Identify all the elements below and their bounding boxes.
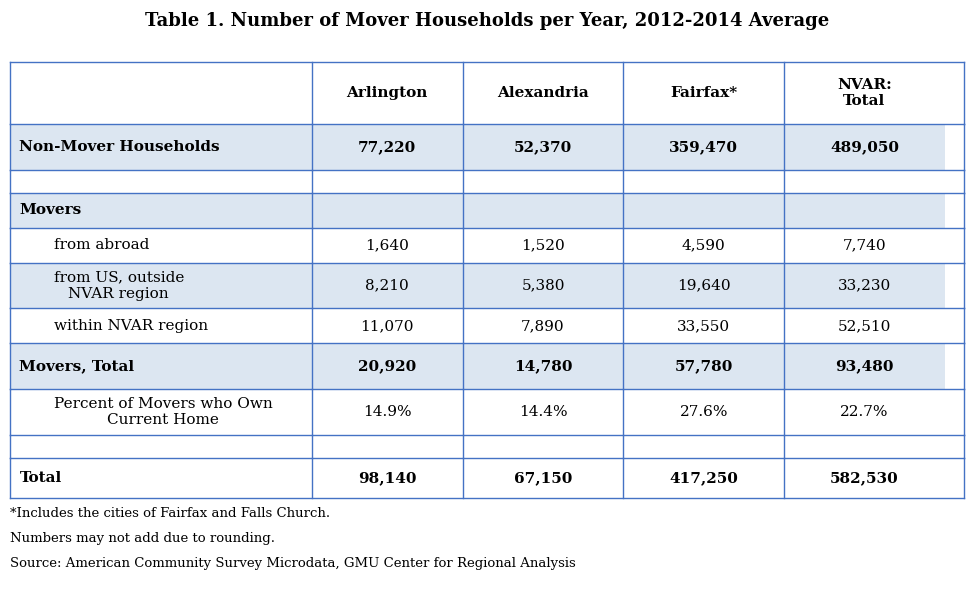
- Text: Fairfax*: Fairfax*: [670, 86, 737, 100]
- Bar: [623, 62, 784, 124]
- Text: 1,640: 1,640: [365, 238, 409, 252]
- Bar: [10, 193, 312, 228]
- Bar: [10, 228, 312, 263]
- Bar: [312, 263, 463, 308]
- Text: within NVAR region: within NVAR region: [54, 319, 207, 333]
- Text: 4,590: 4,590: [682, 238, 726, 252]
- Bar: [312, 458, 463, 498]
- Bar: [312, 343, 463, 389]
- Bar: [312, 389, 463, 435]
- Text: 19,640: 19,640: [677, 279, 730, 292]
- Text: 1,520: 1,520: [521, 238, 565, 252]
- Text: Movers: Movers: [19, 203, 82, 217]
- Bar: [623, 228, 784, 263]
- Bar: [784, 170, 945, 193]
- Text: *Includes the cities of Fairfax and Falls Church.: *Includes the cities of Fairfax and Fall…: [10, 507, 330, 520]
- Bar: [463, 308, 623, 343]
- Text: 582,530: 582,530: [830, 471, 899, 485]
- Text: 33,230: 33,230: [838, 279, 891, 292]
- Bar: [10, 263, 312, 308]
- Bar: [10, 458, 312, 498]
- Text: 57,780: 57,780: [675, 359, 732, 374]
- Bar: [463, 263, 623, 308]
- Text: 5,380: 5,380: [521, 279, 565, 292]
- Bar: [623, 343, 784, 389]
- Bar: [312, 124, 463, 170]
- Bar: [623, 308, 784, 343]
- Bar: [10, 389, 312, 435]
- Bar: [784, 343, 945, 389]
- Text: 52,510: 52,510: [838, 319, 891, 333]
- Bar: [10, 62, 312, 124]
- Text: 14.4%: 14.4%: [519, 405, 567, 419]
- Text: 27.6%: 27.6%: [680, 405, 728, 419]
- Bar: [10, 124, 312, 170]
- Bar: [10, 435, 312, 458]
- Text: from US, outside
NVAR region: from US, outside NVAR region: [54, 270, 184, 301]
- Text: Source: American Community Survey Microdata, GMU Center for Regional Analysis: Source: American Community Survey Microd…: [10, 557, 576, 570]
- Text: 7,740: 7,740: [843, 238, 886, 252]
- Text: 33,550: 33,550: [677, 319, 730, 333]
- Bar: [463, 458, 623, 498]
- Text: 14.9%: 14.9%: [363, 405, 411, 419]
- Text: Movers, Total: Movers, Total: [19, 359, 134, 374]
- Bar: [784, 62, 945, 124]
- Bar: [623, 193, 784, 228]
- Text: 98,140: 98,140: [357, 471, 417, 485]
- Bar: [312, 62, 463, 124]
- Bar: [623, 389, 784, 435]
- Bar: [623, 124, 784, 170]
- Bar: [784, 435, 945, 458]
- Bar: [784, 193, 945, 228]
- Text: Alexandria: Alexandria: [497, 86, 589, 100]
- Text: Total: Total: [19, 471, 61, 485]
- Bar: [784, 389, 945, 435]
- Bar: [312, 228, 463, 263]
- Bar: [10, 170, 312, 193]
- Bar: [784, 124, 945, 170]
- Bar: [623, 435, 784, 458]
- Text: NVAR:
Total: NVAR: Total: [837, 78, 892, 109]
- Bar: [463, 435, 623, 458]
- Text: 67,150: 67,150: [514, 471, 572, 485]
- Bar: [463, 193, 623, 228]
- Bar: [784, 263, 945, 308]
- Bar: [463, 170, 623, 193]
- Bar: [312, 308, 463, 343]
- Text: from abroad: from abroad: [54, 238, 149, 252]
- Text: Percent of Movers who Own
Current Home: Percent of Movers who Own Current Home: [54, 397, 273, 428]
- Text: Numbers may not add due to rounding.: Numbers may not add due to rounding.: [10, 532, 275, 545]
- Bar: [463, 228, 623, 263]
- Bar: [312, 435, 463, 458]
- Text: 7,890: 7,890: [521, 319, 565, 333]
- Bar: [463, 343, 623, 389]
- Bar: [623, 170, 784, 193]
- Bar: [10, 308, 312, 343]
- Text: 417,250: 417,250: [669, 471, 738, 485]
- Bar: [312, 170, 463, 193]
- Bar: [463, 62, 623, 124]
- Bar: [784, 308, 945, 343]
- Text: 14,780: 14,780: [513, 359, 573, 374]
- Text: Table 1. Number of Mover Households per Year, 2012-2014 Average: Table 1. Number of Mover Households per …: [145, 12, 829, 30]
- Text: 489,050: 489,050: [830, 140, 899, 154]
- Bar: [10, 343, 312, 389]
- Text: 359,470: 359,470: [669, 140, 738, 154]
- Text: 8,210: 8,210: [365, 279, 409, 292]
- Text: Non-Mover Households: Non-Mover Households: [19, 140, 220, 154]
- Text: 52,370: 52,370: [514, 140, 572, 154]
- Text: Arlington: Arlington: [347, 86, 428, 100]
- Text: 20,920: 20,920: [358, 359, 416, 374]
- Text: 93,480: 93,480: [835, 359, 894, 374]
- Bar: [463, 389, 623, 435]
- Text: 22.7%: 22.7%: [841, 405, 888, 419]
- Bar: [463, 124, 623, 170]
- Text: 11,070: 11,070: [360, 319, 414, 333]
- Text: 77,220: 77,220: [358, 140, 416, 154]
- Bar: [784, 458, 945, 498]
- Bar: [623, 458, 784, 498]
- Bar: [623, 263, 784, 308]
- Bar: [312, 193, 463, 228]
- Bar: [784, 228, 945, 263]
